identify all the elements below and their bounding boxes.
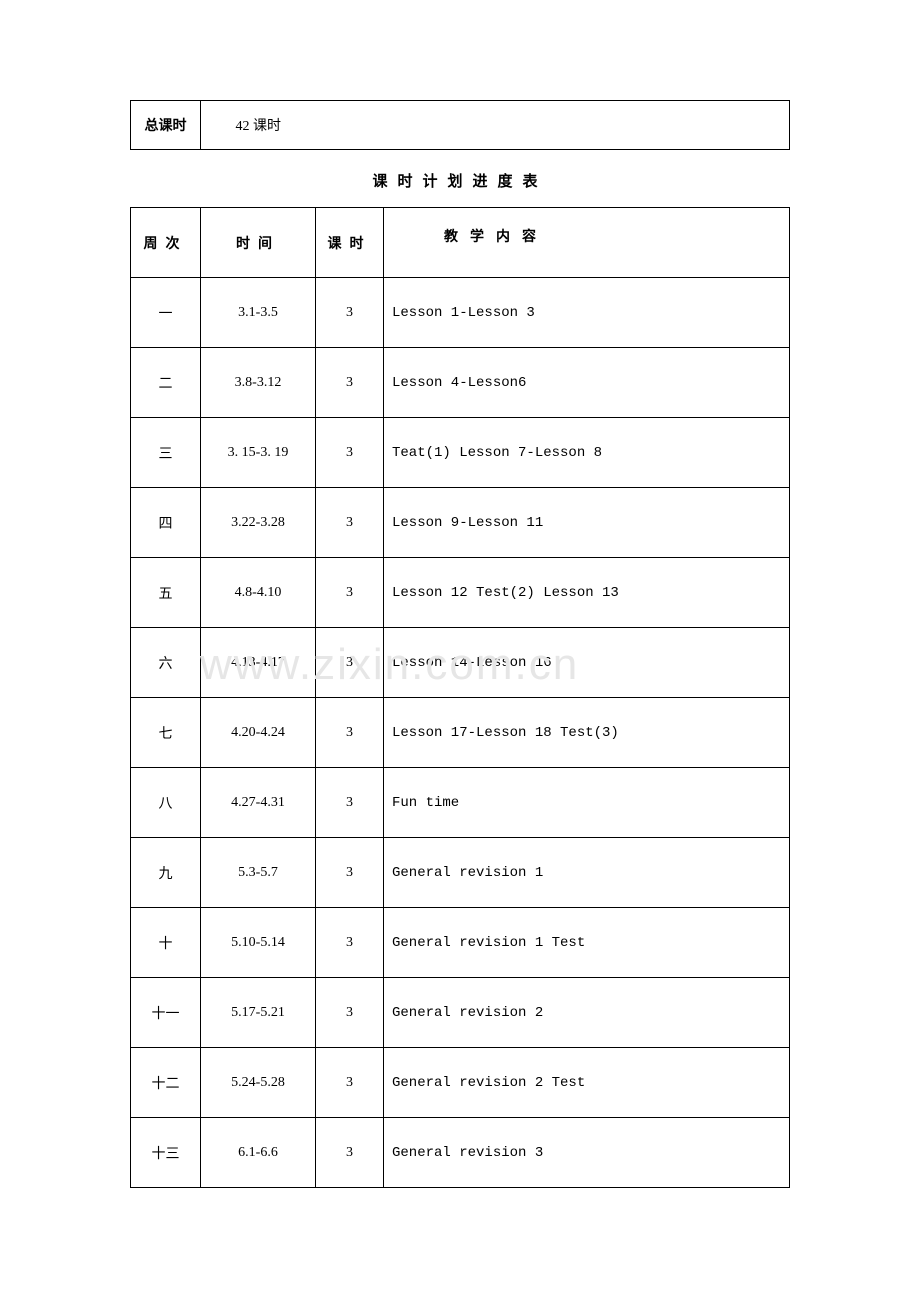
header-content: 教学内容 xyxy=(384,208,790,278)
cell-week: 六 xyxy=(131,628,201,698)
cell-hours: 3 xyxy=(316,278,384,348)
cell-content: Lesson 9-Lesson 11 xyxy=(384,488,790,558)
table-row: 三3. 15-3. 193Teat(1) Lesson 7-Lesson 8 xyxy=(131,418,790,488)
total-hours-value: 42 课时 xyxy=(201,101,316,150)
cell-date: 3.1-3.5 xyxy=(201,278,316,348)
total-hours-blank xyxy=(316,101,790,150)
header-hours: 课时 xyxy=(316,208,384,278)
cell-date: 4.20-4.24 xyxy=(201,698,316,768)
cell-week: 十三 xyxy=(131,1118,201,1188)
cell-week: 八 xyxy=(131,768,201,838)
cell-hours: 3 xyxy=(316,1118,384,1188)
cell-hours: 3 xyxy=(316,628,384,698)
cell-date: 5.10-5.14 xyxy=(201,908,316,978)
cell-hours: 3 xyxy=(316,838,384,908)
cell-hours: 3 xyxy=(316,698,384,768)
cell-content: Lesson 4-Lesson6 xyxy=(384,348,790,418)
table-row: 十5.10-5.143General revision 1 Test xyxy=(131,908,790,978)
cell-content: General revision 1 Test xyxy=(384,908,790,978)
cell-content: General revision 3 xyxy=(384,1118,790,1188)
schedule-header-row: 周次 时间 课时 教学内容 xyxy=(131,208,790,278)
cell-date: 5.24-5.28 xyxy=(201,1048,316,1118)
cell-content: Fun time xyxy=(384,768,790,838)
cell-date: 3.22-3.28 xyxy=(201,488,316,558)
cell-content: General revision 2 Test xyxy=(384,1048,790,1118)
cell-hours: 3 xyxy=(316,768,384,838)
cell-hours: 3 xyxy=(316,418,384,488)
cell-date: 6.1-6.6 xyxy=(201,1118,316,1188)
header-date: 时间 xyxy=(201,208,316,278)
schedule-table: 周次 时间 课时 教学内容 一3.1-3.53Lesson 1-Lesson 3… xyxy=(130,207,790,1188)
table-row: 八4.27-4.313Fun time xyxy=(131,768,790,838)
schedule-body: 一3.1-3.53Lesson 1-Lesson 3二3.8-3.123Less… xyxy=(131,278,790,1188)
cell-week: 十二 xyxy=(131,1048,201,1118)
cell-date: 4.8-4.10 xyxy=(201,558,316,628)
cell-date: 5.17-5.21 xyxy=(201,978,316,1048)
cell-week: 七 xyxy=(131,698,201,768)
cell-date: 5.3-5.7 xyxy=(201,838,316,908)
table-row: 十三6.1-6.63General revision 3 xyxy=(131,1118,790,1188)
table-row: 六4.13-4.173Lesson 14-Lesson 16 xyxy=(131,628,790,698)
cell-content: Lesson 12 Test(2) Lesson 13 xyxy=(384,558,790,628)
table-row: 五4.8-4.103Lesson 12 Test(2) Lesson 13 xyxy=(131,558,790,628)
cell-hours: 3 xyxy=(316,908,384,978)
total-hours-label: 总课时 xyxy=(131,101,201,150)
table-row: 十二5.24-5.283General revision 2 Test xyxy=(131,1048,790,1118)
header-week: 周次 xyxy=(131,208,201,278)
cell-hours: 3 xyxy=(316,1048,384,1118)
table-row: 七4.20-4.243Lesson 17-Lesson 18 Test(3) xyxy=(131,698,790,768)
cell-date: 3. 15-3. 19 xyxy=(201,418,316,488)
cell-content: Lesson 1-Lesson 3 xyxy=(384,278,790,348)
cell-hours: 3 xyxy=(316,348,384,418)
cell-hours: 3 xyxy=(316,558,384,628)
table-row: 二3.8-3.123Lesson 4-Lesson6 xyxy=(131,348,790,418)
total-hours-table: 总课时 42 课时 xyxy=(130,100,790,150)
cell-week: 十 xyxy=(131,908,201,978)
cell-content: Lesson 17-Lesson 18 Test(3) xyxy=(384,698,790,768)
cell-week: 十一 xyxy=(131,978,201,1048)
cell-week: 五 xyxy=(131,558,201,628)
cell-date: 3.8-3.12 xyxy=(201,348,316,418)
cell-hours: 3 xyxy=(316,978,384,1048)
cell-week: 九 xyxy=(131,838,201,908)
table-row: 十一5.17-5.213General revision 2 xyxy=(131,978,790,1048)
cell-content: General revision 2 xyxy=(384,978,790,1048)
schedule-title: 课时计划进度表 xyxy=(130,170,790,191)
cell-week: 四 xyxy=(131,488,201,558)
cell-date: 4.27-4.31 xyxy=(201,768,316,838)
table-row: 一3.1-3.53Lesson 1-Lesson 3 xyxy=(131,278,790,348)
cell-date: 4.13-4.17 xyxy=(201,628,316,698)
table-row: 九5.3-5.73General revision 1 xyxy=(131,838,790,908)
table-row: 四3.22-3.283Lesson 9-Lesson 11 xyxy=(131,488,790,558)
cell-week: 三 xyxy=(131,418,201,488)
cell-content: Teat(1) Lesson 7-Lesson 8 xyxy=(384,418,790,488)
cell-week: 一 xyxy=(131,278,201,348)
cell-hours: 3 xyxy=(316,488,384,558)
cell-week: 二 xyxy=(131,348,201,418)
cell-content: Lesson 14-Lesson 16 xyxy=(384,628,790,698)
cell-content: General revision 1 xyxy=(384,838,790,908)
